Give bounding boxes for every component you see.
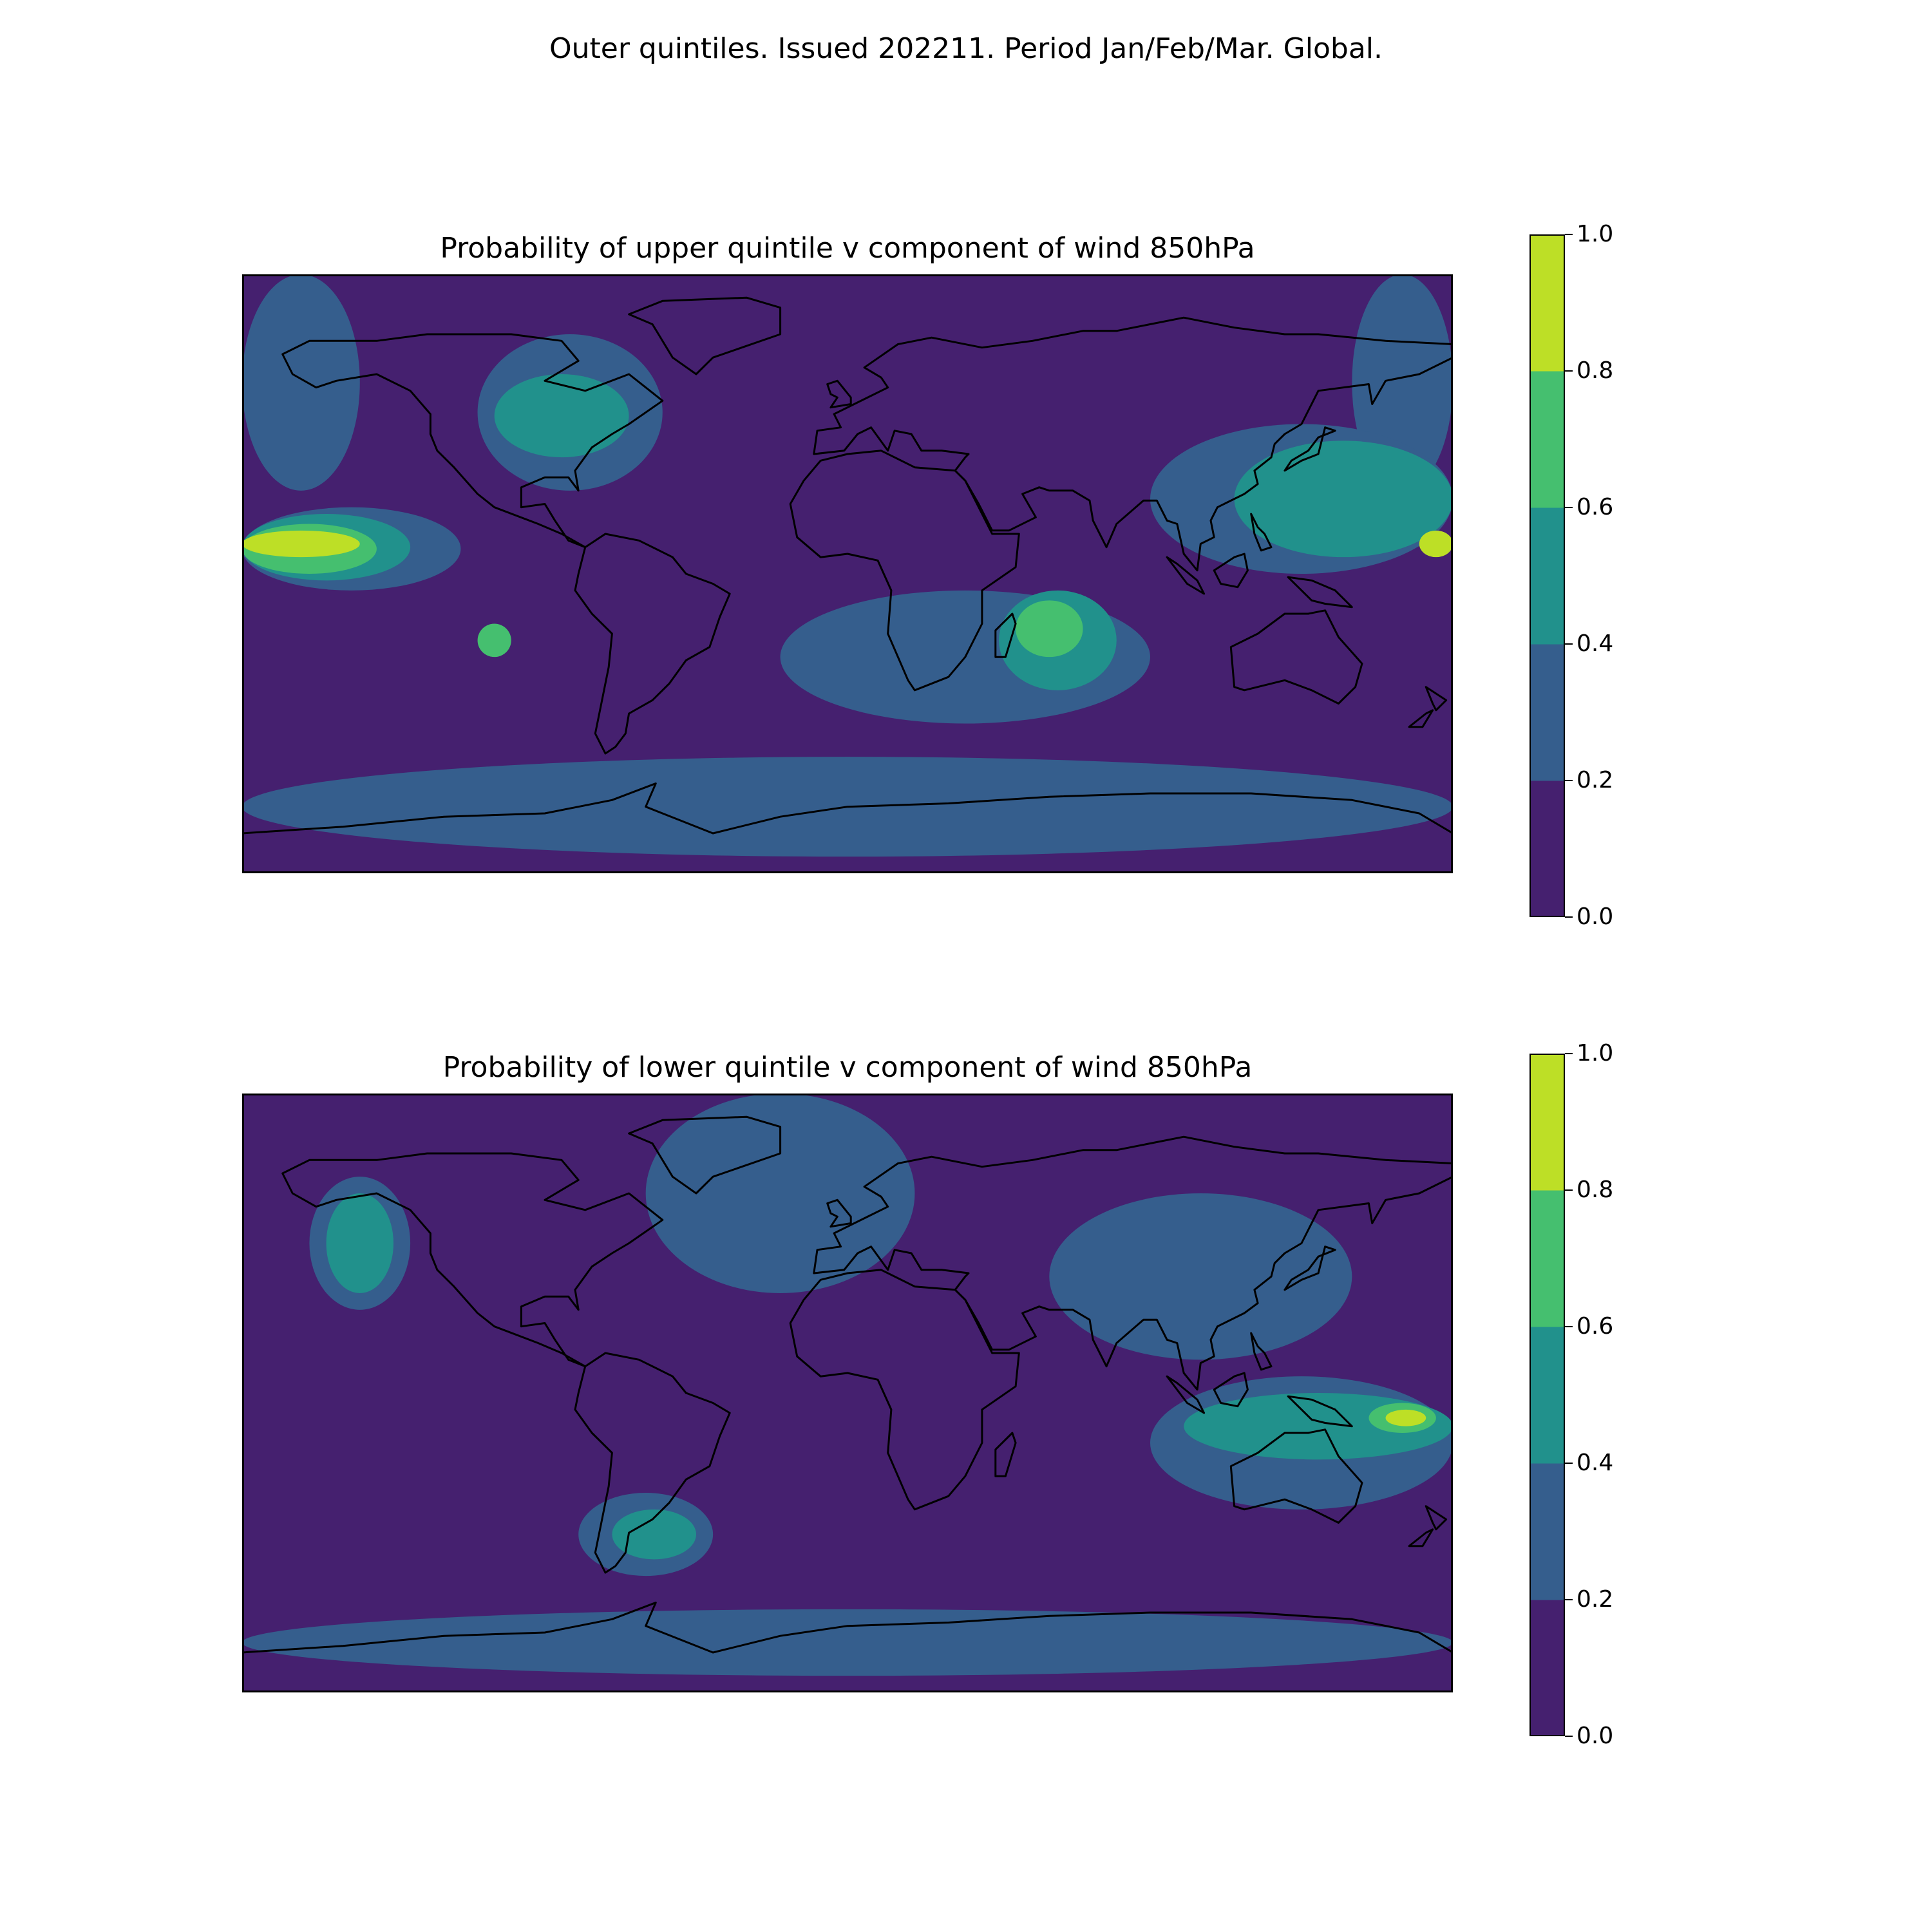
coastline-north-america xyxy=(281,333,664,549)
colorbar-segment xyxy=(1530,1600,1565,1736)
colorbar-segment xyxy=(1530,1463,1565,1600)
coastline-sumatra xyxy=(1166,556,1206,595)
coastline-greenland xyxy=(628,296,782,375)
colorbar-tick-label: 0.6 xyxy=(1577,494,1614,520)
probability-region xyxy=(1049,1193,1352,1360)
coastline-australia xyxy=(1229,609,1363,705)
colorbar-segment xyxy=(1530,507,1565,645)
colorbar-frame xyxy=(1530,234,1565,917)
coastline-borneo xyxy=(1213,553,1249,589)
upper-quintile-title: Probability of upper quintile v componen… xyxy=(440,232,1255,265)
colorbar-tick-mark xyxy=(1565,507,1573,508)
colorbar-tick-label: 0.8 xyxy=(1577,357,1614,384)
colorbar-tick-mark xyxy=(1565,1463,1573,1464)
colorbar-segment xyxy=(1530,371,1565,508)
colorbar-tick-label: 1.0 xyxy=(1577,1040,1614,1066)
coastline-british-isles xyxy=(826,1198,852,1228)
coastline-south-america xyxy=(574,533,731,755)
colorbar-segment xyxy=(1530,644,1565,781)
probability-region xyxy=(1385,1409,1426,1426)
coastline-new-guinea xyxy=(1287,576,1353,609)
colorbar-tick-label: 0.2 xyxy=(1577,1586,1614,1613)
colorbar-tick-label: 0.0 xyxy=(1577,904,1614,930)
probability-region xyxy=(645,1094,915,1293)
colorbar-segment xyxy=(1530,1054,1565,1191)
lower-quintile-title: Probability of lower quintile v componen… xyxy=(442,1051,1253,1084)
colorbar-tick-mark xyxy=(1565,370,1573,372)
colorbar-segment xyxy=(1530,1190,1565,1327)
coastline-new-zealand xyxy=(1425,686,1448,712)
colorbar-frame xyxy=(1530,1054,1565,1736)
probability-region xyxy=(1016,600,1083,658)
coastline-eurasia xyxy=(813,1135,1453,1391)
map-frame xyxy=(242,274,1453,873)
coastline-british-isles xyxy=(826,379,852,409)
coastline-borneo xyxy=(1213,1372,1249,1408)
lower-quintile-colorbar xyxy=(1530,1054,1565,1736)
colorbar-tick-label: 1.0 xyxy=(1577,221,1614,247)
colorbar-tick-label: 0.8 xyxy=(1577,1177,1614,1203)
probability-region xyxy=(477,623,511,658)
colorbar-tick-mark xyxy=(1565,234,1573,235)
probability-region xyxy=(242,530,360,558)
probability-region xyxy=(326,1193,393,1293)
coastline-new-guinea xyxy=(1287,1395,1353,1428)
probability-region xyxy=(242,1609,1453,1676)
colorbar-tick-mark xyxy=(1565,1053,1573,1054)
coastline-antarctica xyxy=(242,1602,1453,1654)
probability-region xyxy=(242,274,360,491)
coastline-africa xyxy=(789,1269,1020,1511)
coastline-north-america xyxy=(281,1152,664,1368)
colorbar-segment xyxy=(1530,781,1565,917)
colorbar-tick-label: 0.0 xyxy=(1577,1723,1614,1749)
probability-region xyxy=(612,1509,696,1560)
colorbar-tick-mark xyxy=(1565,916,1573,918)
coastline-greenland xyxy=(628,1115,782,1195)
map-frame xyxy=(242,1094,1453,1692)
upper-quintile-map xyxy=(242,274,1453,873)
colorbar-tick-mark xyxy=(1565,780,1573,781)
probability-region xyxy=(1234,440,1453,558)
colorbar-segment xyxy=(1530,1327,1565,1464)
colorbar-tick-mark xyxy=(1565,1736,1573,1737)
coastline-philippines xyxy=(1250,1332,1273,1371)
coastline-south-america xyxy=(574,1352,731,1574)
coastline-africa xyxy=(789,450,1020,692)
upper-quintile-colorbar xyxy=(1530,234,1565,917)
colorbar-tick-label: 0.4 xyxy=(1577,630,1614,657)
colorbar-tick-mark xyxy=(1565,643,1573,645)
coastline-sumatra xyxy=(1166,1375,1206,1414)
colorbar-segment xyxy=(1530,234,1565,372)
coastline-new-zealand xyxy=(1425,1505,1448,1531)
coastline-japan xyxy=(1283,1245,1336,1291)
coastline-new-zealand-south xyxy=(1408,709,1434,728)
coastline-madagascar xyxy=(994,1432,1017,1477)
figure-suptitle: Outer quintiles. Issued 202211. Period J… xyxy=(549,32,1383,65)
colorbar-tick-label: 0.4 xyxy=(1577,1450,1614,1476)
coastline-philippines xyxy=(1250,513,1273,552)
colorbar-tick-label: 0.2 xyxy=(1577,767,1614,793)
coastline-new-zealand-south xyxy=(1408,1528,1434,1548)
colorbar-tick-mark xyxy=(1565,1326,1573,1327)
lower-quintile-map xyxy=(242,1094,1453,1692)
coastline-antarctica xyxy=(242,782,1453,835)
probability-region xyxy=(494,374,629,458)
coastline-eurasia xyxy=(813,316,1453,572)
coastline-madagascar xyxy=(994,612,1017,658)
colorbar-tick-mark xyxy=(1565,1189,1573,1191)
colorbar-tick-mark xyxy=(1565,1599,1573,1600)
colorbar-tick-label: 0.6 xyxy=(1577,1313,1614,1340)
coastline-japan xyxy=(1283,426,1336,472)
probability-region xyxy=(1419,530,1453,558)
coastline-australia xyxy=(1229,1428,1363,1524)
